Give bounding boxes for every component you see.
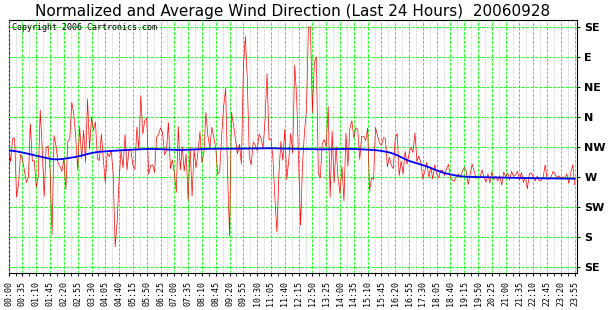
Title: Normalized and Average Wind Direction (Last 24 Hours)  20060928: Normalized and Average Wind Direction (L… — [35, 4, 550, 19]
Text: Copyright 2006 Cartronics.com: Copyright 2006 Cartronics.com — [12, 23, 157, 32]
